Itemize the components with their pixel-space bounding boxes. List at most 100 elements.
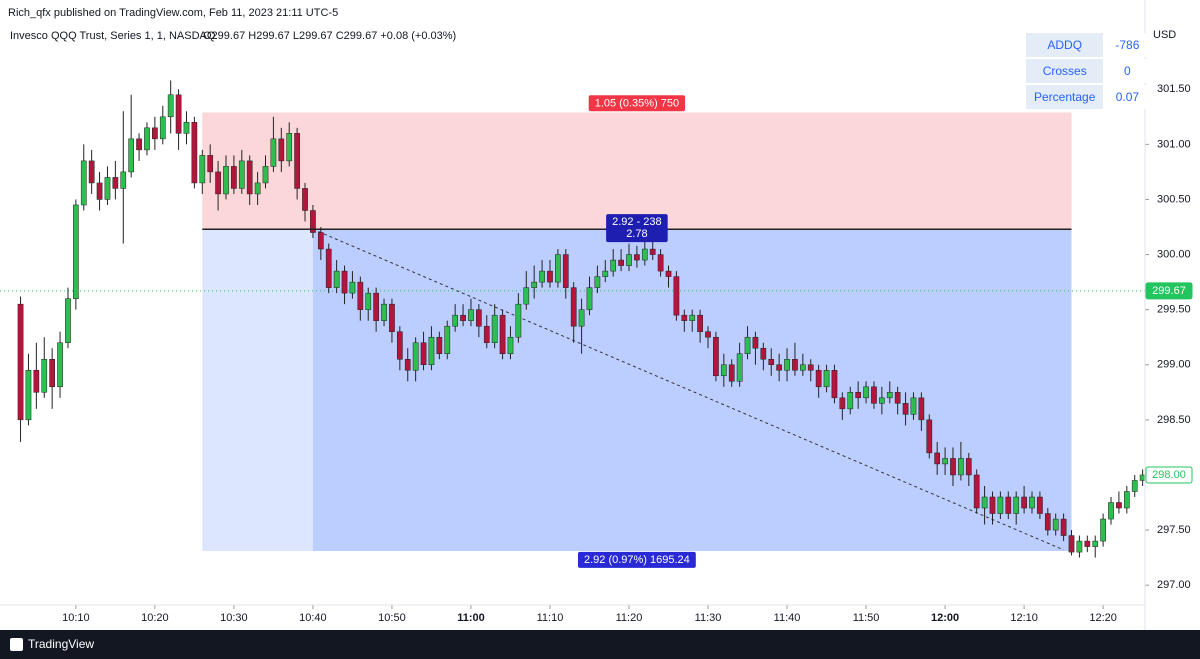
candle-body: [673, 276, 680, 316]
candle-body: [25, 370, 32, 421]
last-price-badge: 298.00: [1152, 469, 1186, 481]
x-tick-label: 12:10: [1010, 612, 1038, 624]
candle-body: [531, 281, 538, 288]
candle-body: [1084, 540, 1091, 547]
candle-body: [333, 270, 340, 288]
candle-body: [744, 336, 751, 354]
candle-body: [317, 232, 324, 250]
candle-body: [223, 166, 229, 195]
candle-body: [396, 331, 403, 360]
y-tick-label: 300.00: [1157, 248, 1191, 260]
candle-body: [594, 276, 601, 288]
candle-body: [349, 281, 356, 294]
candle-body: [879, 397, 885, 404]
candle-body: [799, 364, 806, 371]
last-price-badge-box: [1145, 466, 1193, 484]
x-tick-label: 10:30: [220, 612, 248, 624]
candle-body: [373, 292, 379, 321]
stat-label: Percentage: [1026, 85, 1104, 109]
candle-body: [136, 138, 142, 151]
candle-body: [657, 254, 664, 272]
candle-body: [80, 160, 87, 206]
y-tick-label: 301.50: [1157, 83, 1191, 95]
candle-body: [65, 298, 71, 343]
candle-body: [902, 403, 909, 415]
candle-body: [1092, 540, 1099, 547]
candle-body: [792, 359, 798, 371]
candle-body: [776, 364, 782, 371]
y-tick-label: 301.00: [1157, 138, 1191, 150]
y-tick-label: 300.50: [1157, 193, 1191, 205]
crosshair-badge: 299.67: [1152, 285, 1186, 297]
candle-body: [578, 309, 585, 327]
candle-body: [894, 392, 901, 404]
candle-body: [341, 270, 348, 294]
candle-body: [207, 155, 214, 173]
candle-body: [752, 336, 759, 349]
x-tick-label: 12:00: [931, 612, 959, 624]
candle-body: [950, 458, 956, 476]
x-tick-label: 10:50: [378, 612, 406, 624]
x-tick-label: 10:20: [141, 612, 169, 624]
stat-value: 0: [1105, 59, 1150, 83]
stat-label: ADDQ: [1026, 33, 1104, 57]
target-fill: [312, 229, 1072, 552]
candle-body: [436, 336, 443, 354]
candle-body: [246, 160, 253, 195]
candle-body: [365, 292, 372, 310]
candle-body: [523, 287, 530, 305]
candle-body: [270, 138, 277, 167]
candle-body: [491, 314, 498, 343]
candle-body: [910, 397, 917, 415]
candle-body: [871, 386, 877, 404]
x-tick-label: 11:00: [457, 612, 485, 624]
candle-body: [1076, 540, 1083, 553]
candle-body: [705, 331, 711, 338]
candle-body: [997, 496, 1004, 514]
candle-body: [88, 160, 95, 184]
candle-body: [855, 392, 862, 399]
candle-body: [404, 359, 411, 371]
candle-body: [1116, 502, 1122, 509]
candle-body: [863, 386, 869, 399]
ohlc-line: O299.67 H299.67 L299.67 C299.67 +0.08 (+…: [203, 30, 456, 42]
candle-body: [1060, 518, 1067, 536]
x-tick-label: 11:30: [695, 612, 722, 624]
candle-body: [507, 336, 514, 354]
candle-body: [238, 160, 245, 189]
candle-body: [389, 303, 395, 332]
candle-body: [958, 458, 964, 476]
candle-body: [381, 303, 387, 321]
candle-body: [199, 155, 206, 184]
candle-body: [570, 287, 577, 327]
logo-icon: [10, 638, 23, 651]
candle-body: [681, 314, 688, 321]
candle-body: [926, 419, 933, 454]
candle-body: [886, 392, 893, 399]
candle-body: [918, 397, 925, 421]
candle-body: [602, 270, 609, 277]
candle-body: [1013, 496, 1020, 514]
candle-body: [665, 270, 672, 277]
candle-body: [96, 182, 103, 200]
candle-body: [807, 364, 814, 371]
y-tick-label: 299.50: [1157, 304, 1191, 316]
stats-table: ADDQ -786 Crosses 0 Percentage 0.07: [1024, 31, 1151, 111]
candle-body: [1068, 535, 1075, 553]
candle-body: [278, 138, 285, 162]
candle-body: [934, 452, 941, 465]
candle-body: [649, 248, 656, 255]
candle-body: [562, 254, 569, 288]
candle-body: [847, 392, 854, 410]
x-tick-label: 11:50: [853, 612, 880, 624]
candle-body: [618, 259, 624, 266]
candle-body: [1139, 474, 1146, 481]
candle-body: [144, 127, 150, 151]
candle-body: [515, 303, 522, 338]
x-tick-label: 10:10: [62, 612, 90, 624]
candle-body: [444, 325, 451, 354]
y-tick-label: 299.00: [1157, 359, 1191, 371]
candle-body: [1100, 518, 1106, 542]
candle-body: [128, 138, 135, 173]
entry-label-box: [606, 214, 668, 243]
